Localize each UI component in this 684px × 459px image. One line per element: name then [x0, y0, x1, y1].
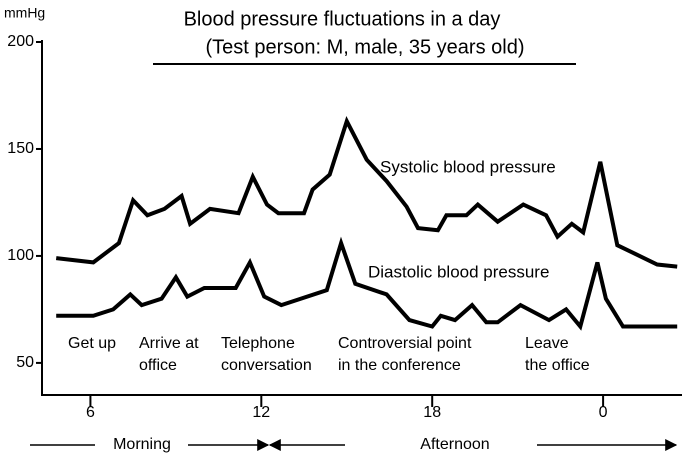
x-tick-label: 18	[423, 404, 441, 421]
event-annotation: Arrive at	[139, 335, 199, 352]
event-annotation: in the conference	[338, 357, 461, 374]
y-tick-label: 200	[7, 33, 34, 50]
x-tick-label: 12	[252, 404, 270, 421]
event-annotation: Get up	[68, 335, 116, 352]
event-annotation: office	[139, 357, 177, 374]
series-line	[56, 236, 678, 331]
series-label: Systolic blood pressure	[380, 157, 556, 176]
event-annotation: Telephone	[221, 335, 295, 352]
event-annotation: Controversial point	[338, 335, 472, 352]
chart-subtitle: (Test person: M, male, 35 years old)	[205, 36, 524, 58]
event-annotation: conversation	[221, 357, 312, 374]
y-axis-label: mmHg	[4, 5, 45, 21]
event-annotation: the office	[525, 357, 590, 374]
y-tick-label: 50	[16, 354, 34, 371]
x-tick-label: 0	[599, 404, 608, 421]
event-annotation: Leave	[525, 335, 569, 352]
x-tick-label: 6	[86, 404, 95, 421]
y-tick-label: 150	[7, 140, 34, 157]
series-line	[55, 116, 678, 269]
chart-title: Blood pressure fluctuations in a day	[184, 8, 501, 30]
y-tick-label: 100	[7, 247, 34, 264]
series-label: Diastolic blood pressure	[368, 262, 549, 281]
period-label: Afternoon	[420, 436, 489, 453]
period-label: Morning	[113, 436, 171, 453]
